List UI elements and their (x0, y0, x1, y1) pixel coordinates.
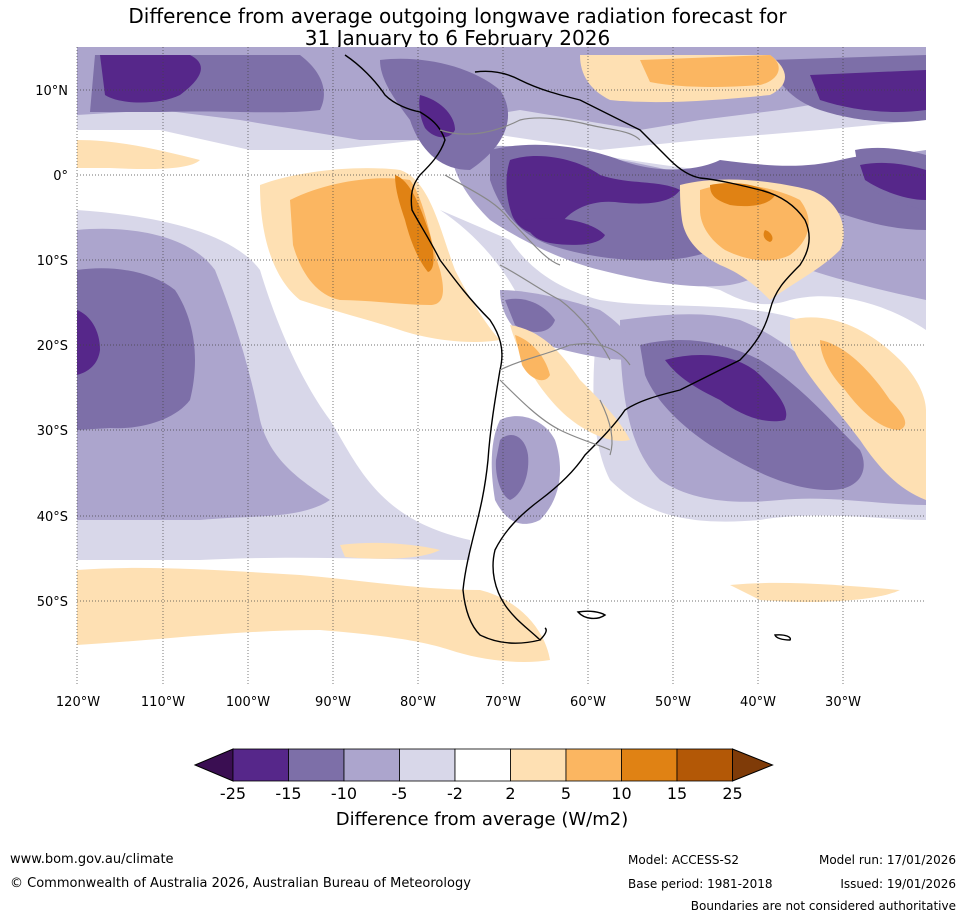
colorbar-cell (454, 748, 511, 782)
footer-model: Model: ACCESS-S2 (628, 853, 740, 867)
footer-url[interactable]: www.bom.gov.au/climate (10, 852, 174, 867)
colorbar-tick-label: 10 (611, 784, 631, 803)
lat-label: 10°S (37, 254, 68, 269)
lon-label: 120°W (56, 695, 100, 710)
colorbar-tick-label: -5 (392, 784, 408, 803)
colorbar-cell (510, 748, 567, 782)
lat-label: 30°S (37, 424, 68, 439)
colorbar-tick-label: 5 (561, 784, 571, 803)
lon-label: 90°W (315, 695, 351, 710)
lat-label: 40°S (37, 510, 68, 525)
colorbar-tick-label: 15 (667, 784, 687, 803)
footer-model-run: Model run: 17/01/2026 (818, 853, 956, 867)
lon-label: 30°W (825, 695, 861, 710)
anomaly-fields (77, 47, 926, 662)
footer-disclaimer: Boundaries are not considered authoritat… (690, 899, 956, 913)
lat-label: 50°S (37, 595, 68, 610)
national-boundaries (439, 117, 641, 456)
colorbar-tick-label: -15 (275, 784, 301, 803)
colorbar-tick-label: 2 (505, 784, 515, 803)
lat-label: 10°N (35, 84, 68, 99)
colorbar-cell (399, 748, 456, 782)
footer-issued: Issued: 19/01/2026 (840, 877, 956, 891)
colorbar-cell (343, 748, 400, 782)
coastlines (344, 54, 810, 644)
lon-label: 40°W (740, 695, 776, 710)
longitude-labels: 120°W 110°W 100°W 90°W 80°W 70°W 60°W 50°W 40°W 3… (56, 695, 861, 710)
colorbar-extend-high (732, 748, 774, 782)
title-line-1: Difference from average outgoing longwav… (128, 4, 787, 28)
legend-label: Difference from average (W/m2) (336, 809, 628, 830)
colorbar-cell (621, 748, 678, 782)
lon-label: 100°W (226, 695, 270, 710)
graticule (76, 47, 926, 685)
lon-label: 110°W (141, 695, 185, 710)
colorbar-cell (565, 748, 622, 782)
lon-label: 60°W (570, 695, 606, 710)
colorbar-tick-label: -10 (331, 784, 357, 803)
footer-base-period: Base period: 1981-2018 (628, 877, 773, 891)
colorbar-tick-label: 25 (722, 784, 742, 803)
lon-label: 50°W (655, 695, 691, 710)
latitude-labels: 10°N 0° 10°S 20°S 30°S 40°S 50°S (35, 84, 68, 610)
lon-label: 70°W (485, 695, 521, 710)
colorbar-extend-low (193, 748, 234, 782)
footer-copyright: © Commonwealth of Australia 2026, Austra… (10, 876, 471, 891)
colorbar-cell (232, 748, 289, 782)
colorbar-cell (288, 748, 345, 782)
lon-label: 80°W (400, 695, 436, 710)
title-line-2: 31 January to 6 February 2026 (304, 26, 611, 50)
colorbar-tick-label: -25 (220, 784, 246, 803)
colorbar-tick-label: -2 (447, 784, 463, 803)
colorbar-cell (676, 748, 733, 782)
lat-label: 0° (53, 169, 68, 184)
lat-label: 20°S (37, 339, 68, 354)
